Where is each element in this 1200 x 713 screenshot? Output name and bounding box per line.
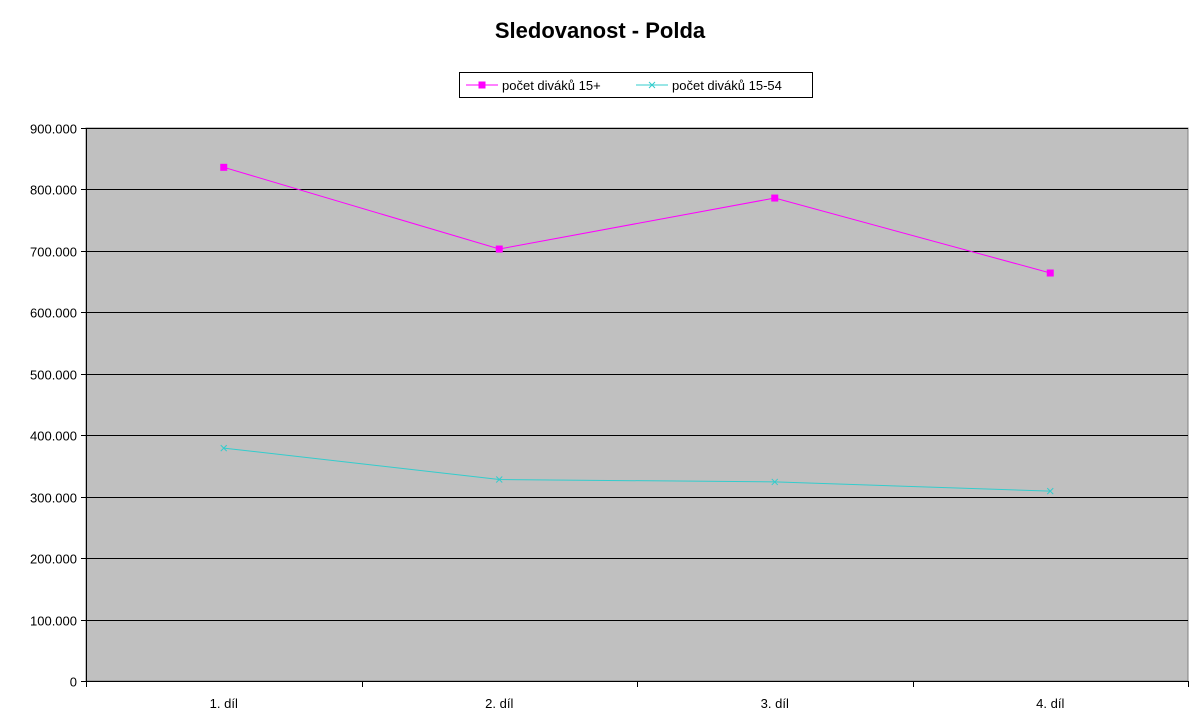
data-point (220, 163, 228, 171)
series-line-1 (223, 166, 1051, 274)
series-line-2 (223, 447, 1051, 492)
data-point (495, 476, 503, 483)
x-tick-label: 4. díl (1036, 696, 1064, 711)
legend-label-series-2: počet diváků 15-54 (672, 78, 782, 93)
data-point (1046, 269, 1054, 277)
y-tick-label: 300.000 (30, 491, 77, 506)
y-tick-label: 600.000 (30, 306, 77, 321)
y-tick-label: 800.000 (30, 183, 77, 198)
legend-swatch-series-1 (466, 81, 498, 89)
x-tick-label: 3. díl (761, 696, 789, 711)
y-tick-label: 200.000 (30, 552, 77, 567)
legend-label-series-1: počet diváků 15+ (502, 78, 601, 93)
data-point (1046, 487, 1054, 495)
data-point (771, 478, 779, 486)
legend-swatch-series-2 (636, 81, 668, 89)
y-tick-label: 900.000 (30, 122, 77, 137)
legend: počet diváků 15+ počet diváků 15-54 (459, 72, 813, 98)
plot-area (85, 127, 1189, 682)
data-point (220, 444, 228, 452)
legend-swatches (466, 81, 668, 89)
x-tick-label: 1. díl (210, 696, 238, 711)
data-point (771, 194, 779, 202)
y-tick-label: 700.000 (30, 245, 77, 260)
chart-title: Sledovanost - Polda (494, 18, 706, 43)
y-tick-label: 500.000 (30, 368, 77, 383)
y-tick-label: 400.000 (30, 429, 77, 444)
data-point (495, 245, 503, 253)
y-tick-label: 0 (70, 675, 77, 690)
y-tick-label: 100.000 (30, 614, 77, 629)
x-tick-label: 2. díl (485, 696, 513, 711)
